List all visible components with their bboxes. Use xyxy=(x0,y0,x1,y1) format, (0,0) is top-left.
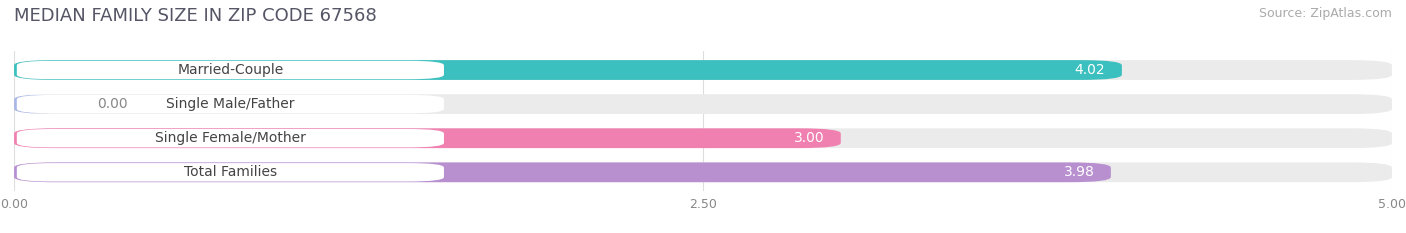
Text: Single Female/Mother: Single Female/Mother xyxy=(155,131,307,145)
FancyBboxPatch shape xyxy=(17,129,444,147)
Text: 3.98: 3.98 xyxy=(1063,165,1094,179)
Text: 4.02: 4.02 xyxy=(1074,63,1105,77)
FancyBboxPatch shape xyxy=(14,128,1392,148)
Text: MEDIAN FAMILY SIZE IN ZIP CODE 67568: MEDIAN FAMILY SIZE IN ZIP CODE 67568 xyxy=(14,7,377,25)
Text: 0.00: 0.00 xyxy=(97,97,128,111)
FancyBboxPatch shape xyxy=(14,94,1392,114)
FancyBboxPatch shape xyxy=(17,163,444,182)
FancyBboxPatch shape xyxy=(14,162,1111,182)
FancyBboxPatch shape xyxy=(14,128,841,148)
FancyBboxPatch shape xyxy=(14,60,1122,80)
Text: Married-Couple: Married-Couple xyxy=(177,63,284,77)
Text: Total Families: Total Families xyxy=(184,165,277,179)
FancyBboxPatch shape xyxy=(14,94,63,114)
FancyBboxPatch shape xyxy=(17,95,444,113)
FancyBboxPatch shape xyxy=(14,162,1392,182)
Text: Source: ZipAtlas.com: Source: ZipAtlas.com xyxy=(1258,7,1392,20)
FancyBboxPatch shape xyxy=(17,61,444,79)
Text: 3.00: 3.00 xyxy=(793,131,824,145)
FancyBboxPatch shape xyxy=(14,60,1392,80)
Text: Single Male/Father: Single Male/Father xyxy=(166,97,295,111)
